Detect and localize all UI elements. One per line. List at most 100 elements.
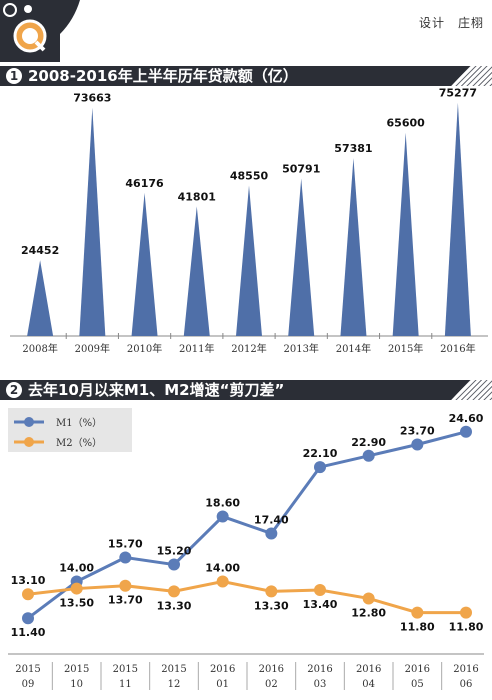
- label-m2-9: 11.80: [449, 621, 484, 634]
- point-s1-5: [265, 585, 278, 598]
- point-s0-2: [119, 551, 132, 564]
- bar-2: [131, 192, 158, 336]
- label-m2-2: 13.70: [108, 594, 143, 607]
- point-s0-8: [411, 438, 424, 451]
- x-tick-3: 2011年: [179, 342, 214, 355]
- label-m1-1: 14.00: [59, 562, 94, 575]
- point-s1-8: [411, 606, 424, 619]
- bar-7: [392, 132, 419, 336]
- x-tick-year-4: 2016: [210, 664, 235, 675]
- point-s1-6: [314, 583, 326, 596]
- point-s1-9: [460, 606, 472, 619]
- section1-header: 1 2008-2016年上半年历年贷款额（亿）: [0, 66, 492, 86]
- legend-label-0: M1（%）: [56, 417, 102, 429]
- bar-6: [340, 158, 367, 336]
- x-tick-0: 2008年: [22, 342, 57, 355]
- x-tick-year-2: 2015: [113, 664, 138, 675]
- m1-m2-line-chart: 2015 09 2015 10 2015 11 2015 12 2016 01 2016 02 2016…: [8, 408, 484, 690]
- data-label-8: 75277: [439, 88, 477, 100]
- x-tick-month-1: 10: [70, 679, 83, 690]
- bar-1: [79, 107, 106, 336]
- x-tick-1: 2009年: [75, 342, 110, 355]
- loan-bar-chart: 24452 2008年 73663 2009年 46176 2010年 41801 2011年…: [10, 88, 488, 355]
- point-s0-9: [460, 425, 472, 438]
- label-m2-5: 13.30: [254, 599, 289, 612]
- designer-credit: 设计 庄栩: [418, 16, 484, 30]
- x-tick-month-8: 05: [411, 679, 424, 690]
- logo-magnifier-icon: [0, 0, 80, 62]
- point-s0-5: [265, 527, 278, 540]
- label-m1-5: 17.40: [254, 513, 289, 526]
- x-tick-month-5: 02: [265, 679, 278, 690]
- bar-5: [288, 178, 315, 336]
- section1-number: 1: [6, 68, 22, 84]
- point-s1-3: [168, 585, 180, 598]
- series-line-1: [27, 579, 466, 615]
- x-tick-year-8: 2016: [405, 664, 430, 675]
- label-m1-0: 11.40: [11, 626, 46, 639]
- section1-title: 2008-2016年上半年历年贷款额（亿）: [28, 67, 298, 85]
- point-s1-7: [362, 592, 375, 605]
- data-label-1: 73663: [73, 92, 111, 105]
- x-tick-month-2: 11: [119, 679, 132, 690]
- x-tick-year-0: 2015: [15, 664, 40, 675]
- section2-title: 去年10月以来M1、M2增速“剪刀差”: [28, 381, 285, 399]
- data-label-2: 46176: [125, 177, 164, 190]
- label-m2-7: 12.80: [351, 606, 386, 619]
- point-s0-6: [314, 461, 326, 474]
- x-tick-2: 2010年: [127, 342, 162, 355]
- x-tick-year-9: 2016: [453, 664, 478, 675]
- label-m1-3: 15.20: [157, 545, 192, 558]
- point-s0-0: [22, 612, 34, 625]
- bar-8: [444, 102, 471, 336]
- label-m1-7: 22.90: [351, 436, 386, 449]
- label-m2-4: 14.00: [205, 562, 240, 575]
- x-tick-year-3: 2015: [161, 664, 186, 675]
- label-m2-8: 11.80: [400, 621, 435, 634]
- label-m2-3: 13.30: [157, 599, 192, 612]
- point-s1-1: [70, 582, 83, 595]
- legend-label-1: M2（%）: [56, 437, 102, 449]
- bar-4: [236, 185, 262, 336]
- bar-0: [27, 260, 54, 336]
- x-tick-month-0: 09: [22, 679, 35, 690]
- x-tick-month-7: 04: [362, 679, 375, 690]
- label-m2-1: 13.50: [59, 597, 94, 610]
- x-tick-year-1: 2015: [64, 664, 89, 675]
- label-m1-2: 15.70: [108, 537, 143, 550]
- series-line-0: [27, 430, 467, 620]
- x-tick-month-9: 06: [460, 679, 473, 690]
- x-tick-6: 2014年: [336, 342, 371, 355]
- legend-marker-1: [24, 437, 34, 447]
- label-m1-4: 18.60: [205, 497, 240, 510]
- point-s1-4: [216, 575, 229, 588]
- x-tick-4: 2012年: [231, 342, 266, 355]
- x-tick-month-4: 01: [216, 679, 229, 690]
- section2-header: 2 去年10月以来M1、M2增速“剪刀差”: [0, 380, 492, 400]
- legend: M1（%） M2（%）: [8, 408, 132, 452]
- data-label-3: 41801: [178, 190, 216, 203]
- x-tick-7: 2015年: [388, 342, 423, 355]
- point-s1-2: [119, 579, 132, 592]
- x-tick-year-5: 2016: [259, 664, 284, 675]
- label-m2-0: 13.10: [11, 574, 46, 587]
- point-s1-0: [22, 588, 34, 601]
- x-tick-5: 2013年: [283, 342, 318, 355]
- data-label-0: 24452: [21, 244, 59, 257]
- point-s0-7: [362, 449, 375, 462]
- bar-3: [183, 206, 210, 336]
- legend-marker-0: [24, 417, 34, 427]
- data-label-7: 65600: [387, 117, 426, 130]
- section2-number: 2: [6, 382, 22, 398]
- point-s0-4: [216, 510, 229, 523]
- x-tick-year-7: 2016: [356, 664, 381, 675]
- x-tick-8: 2016年: [440, 342, 475, 355]
- x-tick-month-3: 12: [168, 679, 181, 690]
- label-m1-9: 24.60: [449, 412, 484, 425]
- point-s0-3: [168, 558, 180, 571]
- data-label-5: 50791: [282, 163, 320, 176]
- label-m1-8: 23.70: [400, 424, 435, 437]
- data-label-6: 57381: [334, 142, 372, 155]
- label-m1-6: 22.10: [303, 447, 338, 460]
